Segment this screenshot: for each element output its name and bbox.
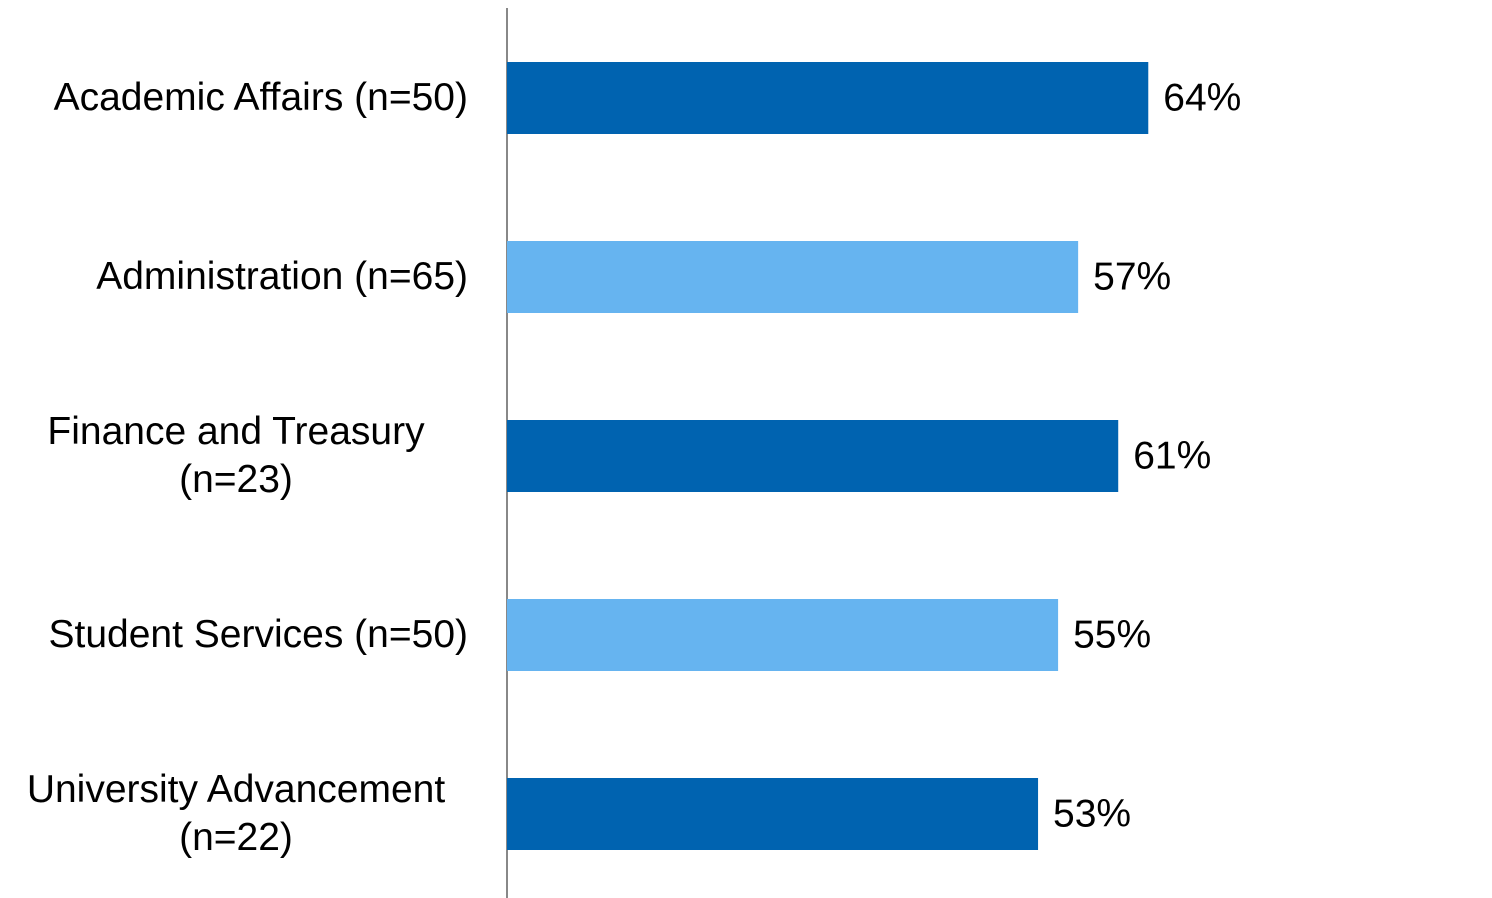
- category-label: Administration (n=65): [4, 217, 468, 337]
- category-text: Student Services (n=50): [48, 613, 468, 656]
- category-text: University Advancement (n=22): [26, 768, 446, 859]
- value-label: 64%: [1163, 76, 1241, 119]
- value-label: 57%: [1093, 255, 1171, 298]
- value-label: 55%: [1073, 613, 1151, 656]
- bar: [507, 778, 1039, 850]
- category-label: Finance and Treasury (n=23): [4, 396, 468, 516]
- category-label: Academic Affairs (n=50): [4, 38, 468, 158]
- category-text: Finance and Treasury (n=23): [47, 410, 425, 501]
- value-label: 53%: [1053, 792, 1131, 835]
- category-text: Administration (n=65): [96, 255, 468, 298]
- category-text: Academic Affairs (n=50): [53, 76, 468, 119]
- category-label: University Advancement (n=22): [4, 754, 468, 874]
- bar: [507, 62, 1149, 134]
- category-label: Student Services (n=50): [4, 575, 468, 695]
- bar: [507, 599, 1059, 671]
- bar: [507, 420, 1119, 492]
- value-label: 61%: [1133, 434, 1211, 477]
- bar: [507, 241, 1079, 313]
